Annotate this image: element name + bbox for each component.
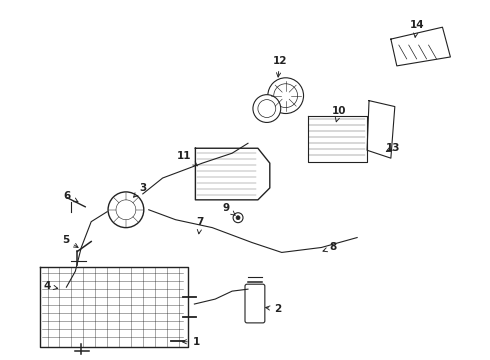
- Circle shape: [108, 192, 144, 228]
- Text: 8: 8: [323, 243, 337, 252]
- Text: 5: 5: [62, 234, 78, 247]
- Text: 12: 12: [272, 56, 287, 77]
- Circle shape: [116, 200, 136, 220]
- Text: 3: 3: [134, 183, 147, 197]
- Polygon shape: [391, 27, 450, 66]
- Text: 13: 13: [386, 143, 400, 153]
- FancyBboxPatch shape: [245, 284, 265, 323]
- Text: 9: 9: [222, 203, 235, 215]
- Text: 4: 4: [44, 281, 58, 291]
- Circle shape: [253, 95, 281, 122]
- Circle shape: [258, 100, 276, 117]
- Circle shape: [274, 84, 297, 108]
- Circle shape: [233, 213, 243, 223]
- Circle shape: [268, 78, 303, 113]
- Text: 11: 11: [177, 151, 197, 166]
- Text: 2: 2: [266, 304, 281, 314]
- Text: 10: 10: [332, 105, 346, 122]
- Text: 6: 6: [64, 191, 78, 202]
- Text: 7: 7: [196, 217, 204, 234]
- Text: 1: 1: [182, 337, 200, 347]
- Text: 14: 14: [409, 20, 424, 37]
- Circle shape: [236, 216, 240, 220]
